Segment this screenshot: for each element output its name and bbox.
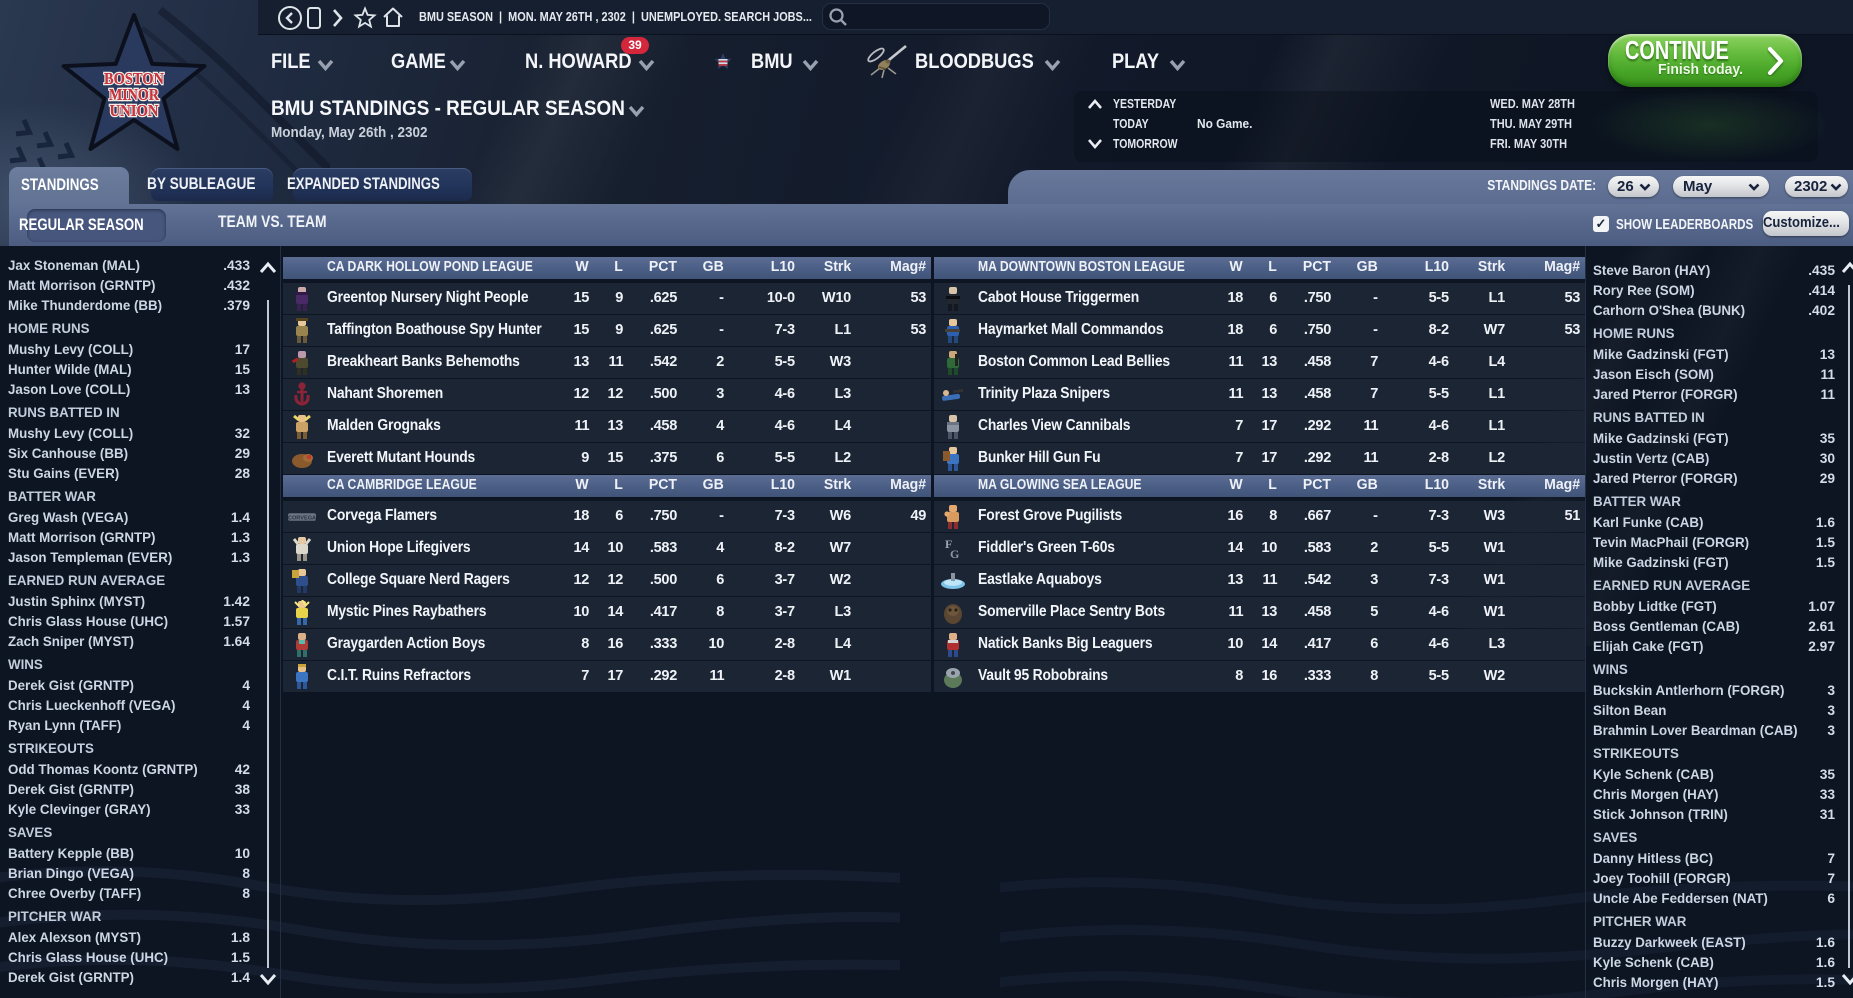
svg-text:BOSTON: BOSTON [104, 69, 165, 88]
svg-text:MINOR: MINOR [109, 85, 160, 104]
svg-text:UNION: UNION [110, 101, 160, 120]
svg-text:CORVEGA: CORVEGA [288, 515, 316, 521]
svg-text:BOSTON: BOSTON [104, 69, 165, 88]
svg-text:G: G [950, 547, 959, 561]
svg-text:MINOR: MINOR [109, 85, 160, 104]
svg-text:F: F [945, 537, 952, 551]
svg-text:UNION: UNION [110, 101, 160, 120]
